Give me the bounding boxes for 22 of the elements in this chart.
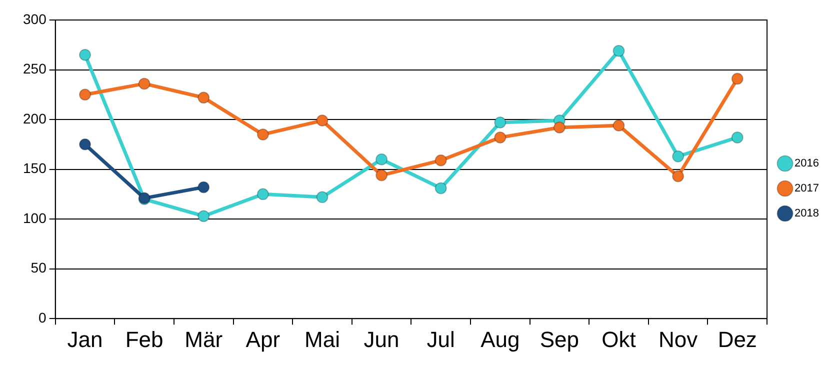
y-tick-label: 150 (23, 160, 47, 176)
y-tick-label: 50 (30, 260, 47, 276)
x-tick-label: Mär (184, 326, 223, 352)
legend-label: 2016 (794, 158, 820, 170)
y-tick-label: 100 (23, 210, 47, 226)
legend-label: 2017 (794, 182, 820, 195)
legend-label: 2018 (794, 208, 820, 220)
y-tick-label: 200 (23, 110, 47, 126)
y-tick-label: 0 (38, 309, 47, 326)
y-tick-label: 250 (23, 60, 47, 77)
x-tick-label: Nov (658, 326, 698, 352)
x-tick-label: Mai (304, 326, 340, 352)
x-tick-label: Jun (364, 326, 400, 352)
x-tick-label: Aug (480, 326, 520, 352)
x-tick-label: Okt (602, 326, 636, 352)
x-tick-label: Apr (246, 326, 280, 352)
x-tick-label: Sep (540, 326, 580, 352)
x-tick-label: Dez (718, 326, 757, 352)
y-tick-label: 300 (23, 10, 47, 27)
x-tick-label: Jul (426, 326, 455, 352)
x-tick-label: Jan (67, 326, 103, 352)
x-tick-label: Feb (125, 326, 164, 352)
